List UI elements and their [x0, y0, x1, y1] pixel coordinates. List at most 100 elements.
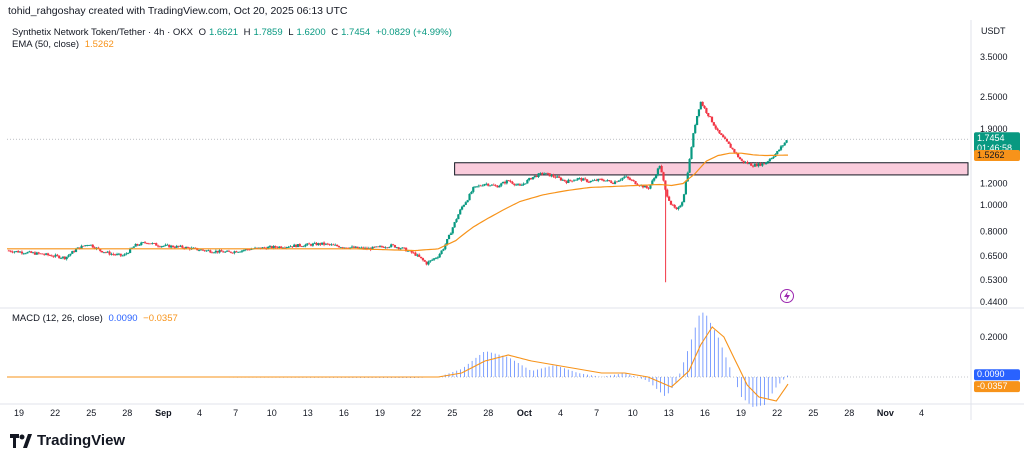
candle-body: [552, 174, 555, 177]
candle: [751, 165, 755, 168]
candle: [242, 249, 245, 252]
candle: [539, 172, 542, 175]
candle-body: [705, 108, 708, 114]
candle: [296, 244, 300, 248]
candle-body: [779, 146, 783, 150]
price-tick: 1.0000: [980, 200, 1008, 210]
candle-body: [660, 166, 663, 173]
time-tick: 10: [267, 408, 277, 418]
candle-body: [293, 244, 296, 247]
candle: [138, 244, 141, 246]
candle: [761, 162, 764, 167]
candle: [378, 244, 382, 248]
candle-body: [9, 250, 12, 252]
candle: [684, 180, 687, 195]
open-value: 1.6621: [208, 27, 239, 38]
macd-label[interactable]: MACD (12, 26, close): [12, 313, 103, 324]
time-tick: 13: [664, 408, 674, 418]
candle-body: [647, 187, 650, 189]
candle-body: [533, 175, 536, 178]
candle-body: [128, 248, 132, 253]
candle: [145, 242, 148, 245]
candle: [585, 178, 589, 183]
price-tick: 0.6500: [980, 251, 1008, 261]
candle: [336, 244, 339, 247]
candle: [427, 260, 430, 266]
macd-tag-bg: [974, 369, 1020, 381]
candle-body: [716, 128, 719, 131]
candle: [308, 242, 311, 245]
candle-body: [737, 153, 740, 158]
time-tick: 19: [736, 408, 746, 418]
candle: [158, 245, 162, 248]
candle-body: [712, 122, 715, 126]
candle-body: [597, 178, 600, 181]
candle: [466, 199, 469, 203]
candle: [602, 178, 605, 182]
candle: [578, 177, 581, 180]
candle: [429, 260, 432, 263]
candle-body: [550, 174, 553, 177]
candle: [391, 243, 395, 246]
candle: [212, 252, 216, 254]
candle-body: [509, 180, 512, 182]
candle: [529, 177, 533, 180]
candle: [101, 250, 104, 253]
candle-body: [529, 178, 533, 180]
candle-body: [750, 163, 753, 166]
candle-body: [255, 247, 259, 249]
candle: [563, 179, 566, 182]
candle: [541, 172, 544, 176]
candle-body: [625, 176, 628, 178]
candle-body: [548, 173, 551, 177]
candle-body: [371, 246, 374, 250]
ema-label[interactable]: EMA (50, close): [12, 39, 80, 50]
candle-body: [354, 246, 357, 248]
symbol-title[interactable]: Synthetix Network Token/Tether · 4h · OK…: [12, 27, 193, 38]
candle-body: [274, 246, 277, 248]
candle: [574, 179, 577, 181]
candle: [63, 256, 66, 260]
candle-body: [119, 253, 122, 256]
candle-body: [164, 244, 167, 246]
candle: [474, 186, 477, 189]
candle-body: [746, 162, 749, 164]
candle: [755, 162, 758, 167]
candle-body: [554, 176, 557, 178]
candle-body: [345, 247, 348, 249]
candle: [334, 243, 337, 246]
time-tick: 4: [197, 408, 202, 418]
candle-body: [304, 244, 307, 247]
candle: [211, 251, 214, 254]
candle: [73, 250, 76, 253]
candle: [729, 142, 732, 148]
candle: [225, 250, 229, 252]
candle: [192, 247, 195, 249]
candle: [268, 245, 272, 249]
candle-body: [216, 250, 219, 253]
candle: [623, 175, 626, 179]
candle: [412, 251, 415, 254]
candle: [233, 250, 236, 255]
candle-body: [89, 244, 93, 246]
candle-body: [74, 249, 78, 252]
candle-body: [524, 183, 527, 185]
candle-body: [658, 166, 661, 169]
candle: [677, 206, 680, 211]
candle-body: [699, 101, 702, 110]
candle-body: [343, 247, 346, 249]
candle: [110, 252, 113, 256]
candle: [492, 183, 495, 186]
candle-body: [438, 254, 441, 258]
candle-body: [250, 249, 253, 250]
candle-body: [69, 253, 72, 256]
candle: [108, 250, 111, 256]
high-label: H: [243, 27, 251, 38]
candle-body: [436, 257, 439, 259]
candle-body: [669, 200, 673, 205]
candle-body: [244, 249, 247, 251]
candle: [561, 178, 564, 181]
candle-body: [459, 209, 462, 215]
candle-body: [474, 186, 477, 188]
